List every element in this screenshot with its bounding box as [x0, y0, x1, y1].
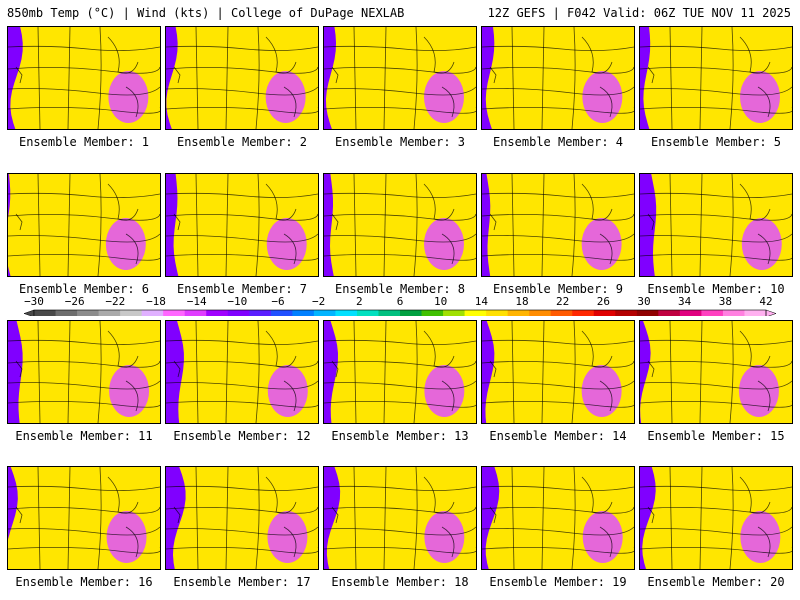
ensemble-panel	[165, 320, 319, 424]
member-label: Ensemble Member: 8	[334, 282, 466, 296]
ensemble-panel	[7, 173, 161, 277]
member-label: Ensemble Member: 15	[647, 429, 785, 443]
ensemble-panel	[7, 320, 161, 424]
ensemble-panel	[323, 320, 477, 424]
colorbar-right-arrow	[765, 309, 777, 316]
temperature-colorbar	[23, 309, 777, 316]
colorbar-tick-label: −2	[312, 295, 326, 308]
ensemble-panel	[481, 320, 635, 424]
ensemble-panel	[639, 173, 793, 277]
ensemble-panel	[639, 320, 793, 424]
ensemble-panel	[323, 173, 477, 277]
colorbar-segment	[378, 310, 401, 316]
ensemble-panel	[639, 26, 793, 130]
colorbar-segment	[744, 310, 767, 316]
colorbar-segment	[529, 310, 552, 316]
colorbar-segment	[206, 310, 229, 316]
ensemble-panel	[481, 26, 635, 130]
colorbar-segment	[141, 310, 164, 316]
ensemble-panel	[481, 466, 635, 570]
colorbar-segment	[98, 310, 121, 316]
colorbar-tick-label: 30	[637, 295, 651, 308]
colorbar-segment	[55, 310, 78, 316]
colorbar-segment	[615, 310, 638, 316]
colorbar-segment	[356, 310, 379, 316]
member-label: Ensemble Member: 4	[492, 135, 624, 149]
colorbar-segment	[335, 310, 358, 316]
colorbar-segment	[572, 310, 595, 316]
colorbar-segment	[486, 310, 509, 316]
ensemble-panel	[165, 26, 319, 130]
member-label: Ensemble Member: 10	[647, 282, 785, 296]
member-label: Ensemble Member: 12	[173, 429, 311, 443]
colorbar-segment	[550, 310, 573, 316]
member-label: Ensemble Member: 6	[18, 282, 150, 296]
member-label: Ensemble Member: 18	[331, 575, 469, 589]
ensemble-panel	[7, 466, 161, 570]
colorbar-segment	[507, 310, 530, 316]
colorbar-tick-label: 22	[556, 295, 570, 308]
colorbar-segment	[722, 310, 745, 316]
colorbar-tick-label: 38	[718, 295, 732, 308]
member-label: Ensemble Member: 7	[176, 282, 308, 296]
member-label: Ensemble Member: 1	[18, 135, 150, 149]
colorbar-segment	[701, 310, 724, 316]
colorbar-tick-label: −18	[146, 295, 166, 308]
member-label: Ensemble Member: 14	[489, 429, 627, 443]
colorbar-segment	[400, 310, 423, 316]
colorbar-tick-label: −14	[186, 295, 207, 308]
colorbar-segment	[421, 310, 444, 316]
colorbar-tick-label: 18	[515, 295, 529, 308]
ensemble-panel	[323, 466, 477, 570]
member-label: Ensemble Member: 13	[331, 429, 469, 443]
colorbar-tick-label: 42	[759, 295, 773, 308]
colorbar-tick-label: −26	[64, 295, 85, 308]
colorbar-segment	[636, 310, 659, 316]
colorbar-tick-label: 10	[434, 295, 448, 308]
colorbar-segment	[77, 310, 100, 316]
colorbar-tick-label: −22	[105, 295, 126, 308]
colorbar-left-arrow	[23, 309, 35, 316]
member-label: Ensemble Member: 5	[650, 135, 782, 149]
colorbar-segment	[679, 310, 702, 316]
member-label: Ensemble Member: 9	[492, 282, 624, 296]
colorbar-segment	[292, 310, 315, 316]
colorbar-tick-label: 2	[356, 295, 363, 308]
ensemble-panel	[165, 466, 319, 570]
colorbar-segment	[163, 310, 186, 316]
colorbar-segment	[443, 310, 466, 316]
colorbar-tick-label: 26	[596, 295, 610, 308]
colorbar-segment	[34, 310, 57, 316]
colorbar-segment	[313, 310, 336, 316]
colorbar-segment	[464, 310, 487, 316]
map-title: 850mb Temp (°C) | Wind (kts) | College o…	[7, 6, 405, 20]
colorbar-segment	[249, 310, 272, 316]
colorbar-tick-label: −6	[271, 295, 285, 308]
colorbar-segment	[120, 310, 143, 316]
ensemble-panel	[323, 26, 477, 130]
colorbar-segment	[658, 310, 681, 316]
colorbar-segment	[593, 310, 616, 316]
colorbar-tick-label: 14	[474, 295, 488, 308]
member-label: Ensemble Member: 11	[15, 429, 153, 443]
member-label: Ensemble Member: 17	[173, 575, 311, 589]
ensemble-panel	[639, 466, 793, 570]
colorbar-segment	[227, 310, 250, 316]
member-label: Ensemble Member: 20	[647, 575, 785, 589]
colorbar-tick-label: 34	[678, 295, 692, 308]
ensemble-panel	[165, 173, 319, 277]
ensemble-panel	[481, 173, 635, 277]
member-label: Ensemble Member: 3	[334, 135, 466, 149]
colorbar-tick-label: −30	[24, 295, 44, 308]
member-label: Ensemble Member: 16	[15, 575, 153, 589]
colorbar-tick-label: −10	[227, 295, 248, 308]
member-label: Ensemble Member: 2	[176, 135, 308, 149]
colorbar-segment	[184, 310, 207, 316]
ensemble-panel	[7, 26, 161, 130]
member-label: Ensemble Member: 19	[489, 575, 627, 589]
colorbar-tick-label: 6	[396, 295, 404, 308]
colorbar-segment	[270, 310, 293, 316]
model-valid-time: 12Z GEFS | F042 Valid: 06Z TUE NOV 11 20…	[487, 6, 791, 20]
